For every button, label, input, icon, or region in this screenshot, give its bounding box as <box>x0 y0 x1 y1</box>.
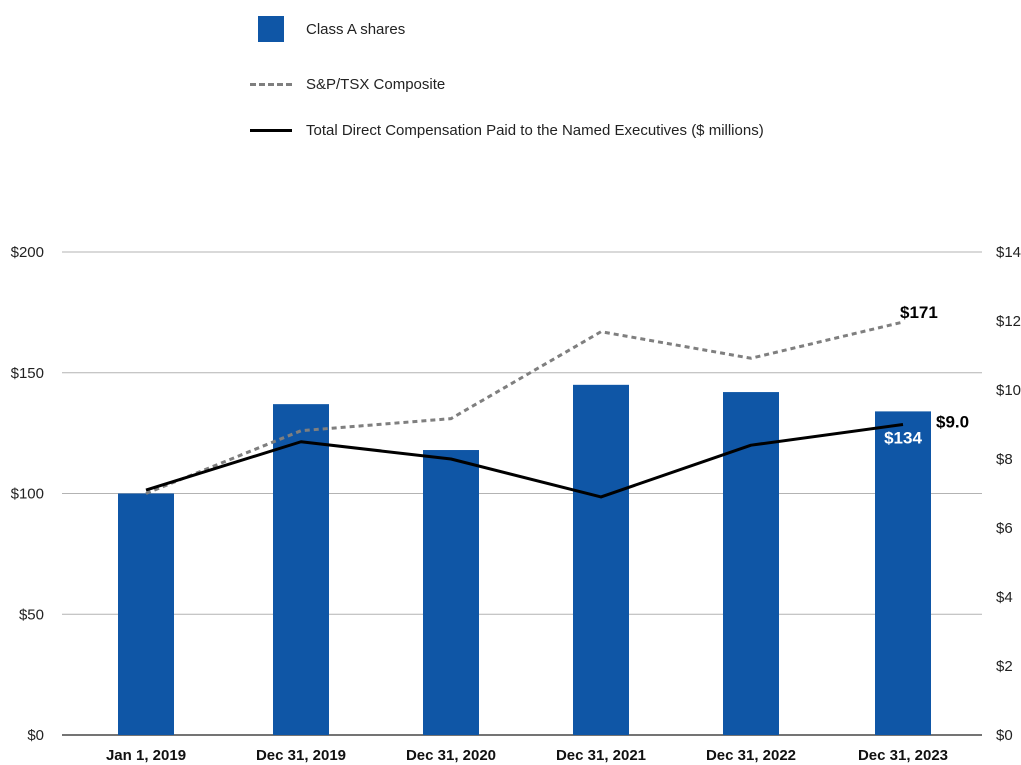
legend-item-total-direct-compensation: Total Direct Compensation Paid to the Na… <box>250 117 764 143</box>
left-axis-tick-label: $200 <box>11 244 44 261</box>
left-axis-tick-label: $100 <box>11 486 44 503</box>
left-axis-tick-label: $0 <box>27 727 44 744</box>
legend-swatch-total-direct-compensation <box>250 128 292 132</box>
x-axis-category-label: Dec 31, 2022 <box>706 747 796 764</box>
legend-swatch-class-a-shares <box>258 16 284 42</box>
x-axis-category-label: Dec 31, 2021 <box>556 747 646 764</box>
right-axis-tick-label: $4 <box>996 589 1013 606</box>
x-axis-category-label: Dec 31, 2019 <box>256 747 346 764</box>
legend-label-class-a-shares: Class A shares <box>306 20 406 38</box>
right-axis-tick-label: $0 <box>996 727 1013 744</box>
legend-swatch-sp-tsx-composite <box>250 82 292 86</box>
series-line-sp-tsx-composite <box>145 320 904 495</box>
left-axis-tick-label: $50 <box>19 606 44 623</box>
right-axis-tick-label: $6 <box>996 520 1013 537</box>
bar-class-a-shares <box>875 411 931 735</box>
bar-class-a-shares <box>573 384 629 735</box>
data-label-sp-tsx-final: $171 <box>900 303 938 322</box>
series-line-total-direct-compensation <box>145 423 904 499</box>
right-axis-tick-label: $2 <box>996 658 1013 675</box>
bar-class-a-shares <box>423 450 479 735</box>
x-axis-category-label: Dec 31, 2020 <box>406 747 496 764</box>
right-axis-tick-label: $12 <box>996 313 1021 330</box>
legend-item-class-a-shares: Class A shares <box>250 16 405 42</box>
data-label-compensation-final: $9.0 <box>936 413 969 432</box>
bar-class-a-shares <box>273 404 329 735</box>
right-axis-tick-label: $8 <box>996 451 1013 468</box>
legend-label-total-direct-compensation: Total Direct Compensation Paid to the Na… <box>306 121 764 139</box>
data-label-class-a-final: $134 <box>884 428 922 447</box>
x-axis-category-label: Jan 1, 2019 <box>106 747 186 764</box>
bar-class-a-shares <box>723 392 779 735</box>
right-axis-tick-label: $14 <box>996 244 1021 261</box>
bar-class-a-shares <box>118 493 174 735</box>
x-axis-category-label: Dec 31, 2023 <box>858 747 948 764</box>
legend-item-sp-tsx-composite: S&P/TSX Composite <box>250 71 445 97</box>
right-axis-tick-label: $10 <box>996 382 1021 399</box>
left-axis-tick-label: $150 <box>11 365 44 382</box>
legend-label-sp-tsx-composite: S&P/TSX Composite <box>306 75 446 93</box>
